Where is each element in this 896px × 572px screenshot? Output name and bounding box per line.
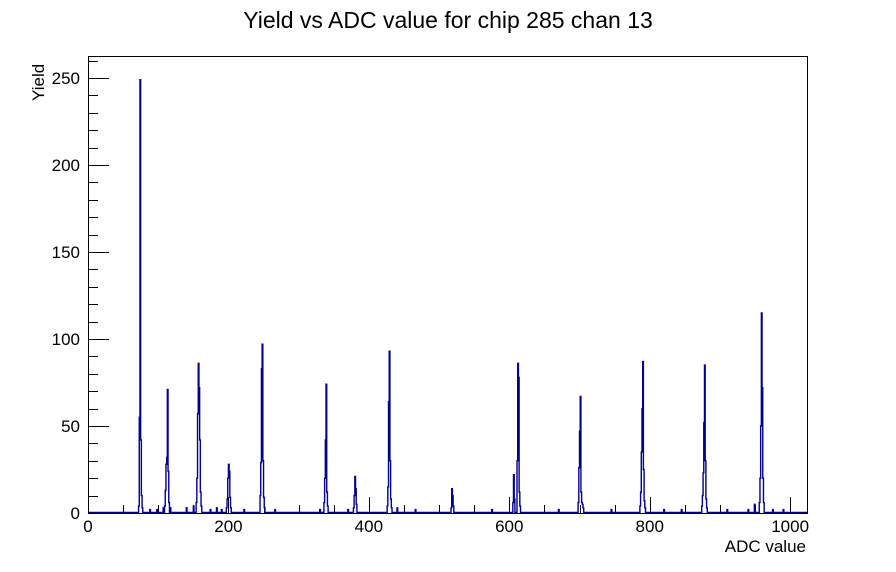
x-tick-label: 800 <box>635 517 664 536</box>
plot-frame <box>88 56 808 514</box>
histogram-line <box>88 79 807 514</box>
y-tick-label: 50 <box>61 417 80 436</box>
x-tick-label: 400 <box>354 517 384 536</box>
y-tick-label: 100 <box>51 330 80 349</box>
x-tick-label: 200 <box>214 517 243 536</box>
x-tick-label: 0 <box>83 517 93 536</box>
y-tick-label: 250 <box>51 69 80 88</box>
x-tick-label: 1000 <box>771 517 810 536</box>
x-axis-title: ADC value <box>724 537 806 556</box>
y-tick-label: 200 <box>51 156 80 175</box>
x-tick-label: 600 <box>495 517 524 536</box>
y-tick-label: 150 <box>51 243 80 262</box>
axis-ticks <box>88 61 791 514</box>
chart-title: Yield vs ADC value for chip 285 chan 13 <box>243 7 653 33</box>
y-tick-label: 0 <box>70 504 80 523</box>
